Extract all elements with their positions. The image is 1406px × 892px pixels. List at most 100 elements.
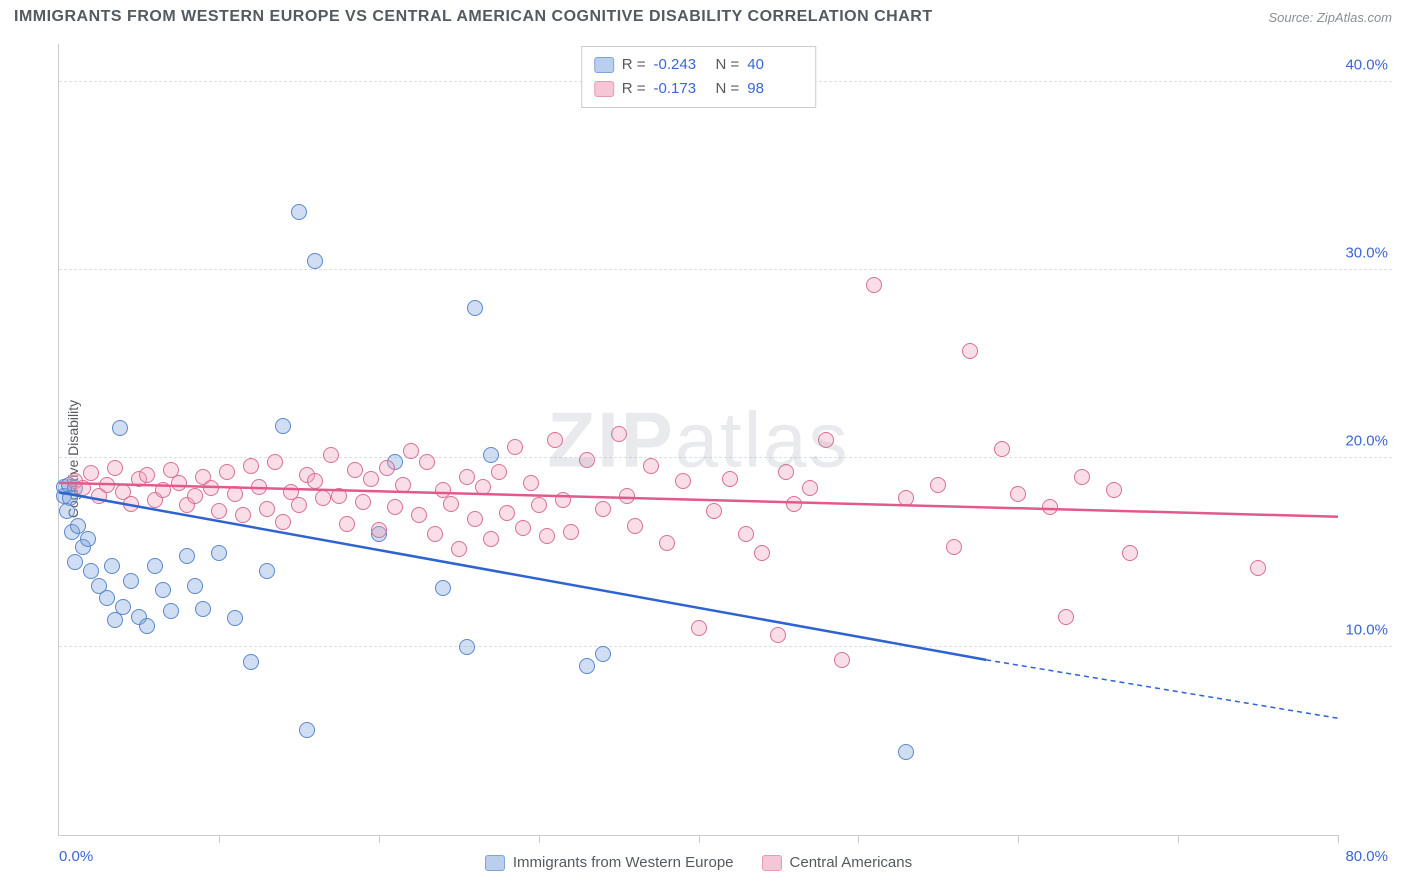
x-tick	[539, 835, 540, 843]
data-point-cam	[754, 545, 770, 561]
data-point-cam	[155, 482, 171, 498]
data-point-weu	[227, 610, 243, 626]
n-label: N =	[716, 77, 740, 101]
data-point-weu	[67, 554, 83, 570]
data-point-cam	[459, 469, 475, 485]
data-point-cam	[946, 539, 962, 555]
x-tick	[699, 835, 700, 843]
watermark: ZIPatlas	[547, 394, 849, 485]
trend-lines	[59, 44, 1338, 835]
series-legend: Immigrants from Western Europe Central A…	[59, 854, 1338, 871]
swatch-weu	[594, 57, 614, 73]
data-point-cam	[627, 518, 643, 534]
data-point-cam	[187, 488, 203, 504]
swatch-cam	[594, 81, 614, 97]
data-point-weu	[299, 722, 315, 738]
data-point-cam	[706, 503, 722, 519]
data-point-cam	[99, 477, 115, 493]
data-point-weu	[211, 545, 227, 561]
stats-row-weu: R = -0.243 N = 40	[594, 53, 802, 77]
data-point-cam	[259, 501, 275, 517]
x-tick	[1178, 835, 1179, 843]
x-tick	[858, 835, 859, 843]
data-point-weu	[80, 531, 96, 547]
data-point-cam	[1058, 609, 1074, 625]
data-point-cam	[722, 471, 738, 487]
data-point-cam	[818, 432, 834, 448]
data-point-cam	[443, 496, 459, 512]
data-point-cam	[547, 432, 563, 448]
data-point-cam	[994, 441, 1010, 457]
data-point-weu	[163, 603, 179, 619]
data-point-weu	[179, 548, 195, 564]
x-tick	[219, 835, 220, 843]
data-point-cam	[579, 452, 595, 468]
data-point-cam	[738, 526, 754, 542]
y-tick-label: 30.0%	[1345, 245, 1388, 262]
data-point-weu	[187, 578, 203, 594]
legend-item-cam: Central Americans	[762, 854, 913, 871]
data-point-cam	[75, 480, 91, 496]
data-point-cam	[523, 475, 539, 491]
plot-region: ZIPatlas R = -0.243 N = 40 R = -0.173 N …	[58, 44, 1338, 836]
data-point-cam	[531, 497, 547, 513]
data-point-weu	[579, 658, 595, 674]
data-point-cam	[483, 531, 499, 547]
data-point-cam	[962, 343, 978, 359]
data-point-cam	[786, 496, 802, 512]
data-point-weu	[147, 558, 163, 574]
data-point-cam	[555, 492, 571, 508]
data-point-cam	[619, 488, 635, 504]
data-point-weu	[483, 447, 499, 463]
data-point-cam	[171, 475, 187, 491]
y-tick-label: 40.0%	[1345, 56, 1388, 73]
r-label: R =	[622, 77, 646, 101]
data-point-cam	[379, 460, 395, 476]
x-axis-end: 80.0%	[1345, 848, 1388, 865]
source-label: Source: ZipAtlas.com	[1268, 10, 1392, 25]
swatch-weu-icon	[485, 855, 505, 871]
data-point-weu	[123, 573, 139, 589]
r-value-weu: -0.243	[654, 53, 708, 77]
gridline-h	[59, 457, 1392, 458]
n-value-weu: 40	[747, 53, 801, 77]
gridline-h	[59, 646, 1392, 647]
data-point-weu	[259, 563, 275, 579]
data-point-cam	[371, 522, 387, 538]
data-point-cam	[659, 535, 675, 551]
data-point-cam	[1122, 545, 1138, 561]
data-point-weu	[459, 639, 475, 655]
data-point-weu	[104, 558, 120, 574]
swatch-cam-icon	[762, 855, 782, 871]
n-value-cam: 98	[747, 77, 801, 101]
data-point-weu	[195, 601, 211, 617]
x-axis-start: 0.0%	[59, 848, 93, 865]
data-point-weu	[99, 590, 115, 606]
data-point-cam	[291, 497, 307, 513]
data-point-cam	[275, 514, 291, 530]
data-point-cam	[411, 507, 427, 523]
data-point-cam	[331, 488, 347, 504]
y-tick-label: 20.0%	[1345, 433, 1388, 450]
data-point-cam	[419, 454, 435, 470]
data-point-cam	[307, 473, 323, 489]
data-point-cam	[643, 458, 659, 474]
n-label: N =	[716, 53, 740, 77]
data-point-cam	[243, 458, 259, 474]
r-value-cam: -0.173	[654, 77, 708, 101]
data-point-cam	[475, 479, 491, 495]
data-point-cam	[211, 503, 227, 519]
data-point-weu	[275, 418, 291, 434]
data-point-cam	[1250, 560, 1266, 576]
data-point-cam	[467, 511, 483, 527]
data-point-weu	[467, 300, 483, 316]
data-point-cam	[267, 454, 283, 470]
data-point-weu	[435, 580, 451, 596]
data-point-cam	[347, 462, 363, 478]
legend-item-weu: Immigrants from Western Europe	[485, 854, 734, 871]
data-point-weu	[112, 420, 128, 436]
data-point-cam	[563, 524, 579, 540]
data-point-cam	[691, 620, 707, 636]
data-point-cam	[834, 652, 850, 668]
r-label: R =	[622, 53, 646, 77]
